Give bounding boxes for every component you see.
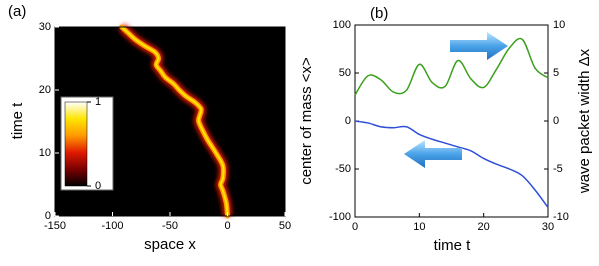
arrow-left <box>404 140 462 168</box>
y2-axis-label: wave packet width Δx <box>576 48 593 194</box>
x-tick-label: -100 <box>101 220 123 232</box>
x-tick-label: -50 <box>162 220 178 232</box>
y-tick-label: 100 <box>333 19 351 31</box>
x-axis-label: time t <box>434 237 472 254</box>
series-line <box>354 120 549 208</box>
x-axis-label: space x <box>144 236 196 253</box>
y-axis-label: center of mass <x> <box>298 57 315 185</box>
y2-tick-label: -5 <box>553 163 563 175</box>
frame <box>354 24 549 218</box>
packet-core <box>120 26 229 217</box>
y-tick-label: 10 <box>39 147 51 159</box>
colorbar-tick-label: 0 <box>95 180 101 192</box>
y-tick-label: -50 <box>335 163 351 175</box>
y-tick-label: 30 <box>39 21 51 33</box>
colorbar-tick-label: 1 <box>95 96 101 108</box>
panel-label: (a) <box>8 3 26 20</box>
y-axis-label: time t <box>9 102 26 140</box>
x-tick-label: 20 <box>478 221 490 233</box>
y2-tick-label: -10 <box>553 211 569 223</box>
x-tick-label: 0 <box>352 221 358 233</box>
x-tick-label: 0 <box>224 220 230 232</box>
arrow-right <box>450 32 508 60</box>
y2-tick-label: 5 <box>553 67 559 79</box>
series-line <box>354 37 549 96</box>
y-tick-label: 0 <box>45 210 51 222</box>
x-tick-label: 50 <box>279 220 291 232</box>
panel-label: (b) <box>370 5 388 22</box>
x-tick-label: -150 <box>44 220 66 232</box>
y-tick-label: 50 <box>339 67 351 79</box>
y2-tick-label: 0 <box>553 115 559 127</box>
colorbar <box>64 101 88 187</box>
y-tick-label: -100 <box>329 211 351 223</box>
x-tick-label: 10 <box>413 221 425 233</box>
y-tick-label: 20 <box>39 84 51 96</box>
x-tick-label: 30 <box>542 221 554 233</box>
y2-tick-label: 10 <box>553 19 565 31</box>
y-tick-label: 0 <box>345 115 351 127</box>
